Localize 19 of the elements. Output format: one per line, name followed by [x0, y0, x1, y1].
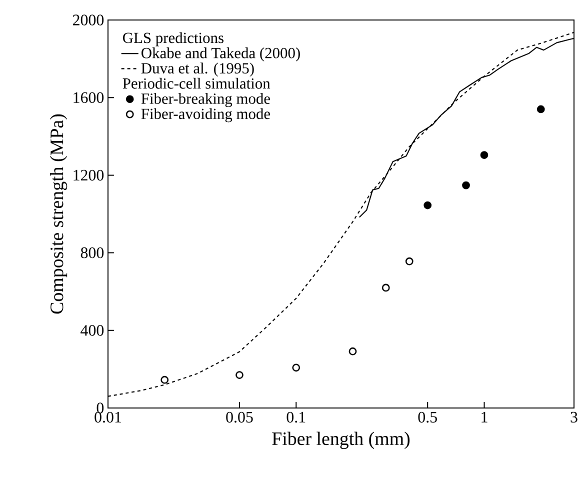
legend-label: Fiber-breaking mode [141, 93, 270, 108]
x-tick-label: 3 [570, 412, 578, 423]
annotation: Periodic-cell simulation [122, 78, 270, 89]
y-tick-label: 1200 [74, 170, 104, 181]
x-tick-label: 0.01 [94, 412, 121, 423]
x-axis-title: Fiber length (mm) [272, 432, 410, 449]
x-tick-label: 0.1 [286, 412, 306, 423]
legend-label: Okabe and Takeda (2000) [142, 47, 300, 62]
x-tick-label: 0.5 [418, 412, 437, 423]
y-tick-label: 1600 [74, 92, 104, 103]
y-tick-label: 800 [80, 247, 104, 258]
legend-label: Fiber-avoiding mode [141, 108, 270, 122]
annotation: GLS predictions [123, 32, 224, 46]
y-tick-label: 400 [80, 325, 104, 336]
y-axis-title: Composite strength (MPa) [50, 114, 68, 314]
x-tick-label: 0.05 [226, 412, 253, 423]
x-tick-label: 1 [482, 412, 488, 422]
legend-label: Duva et al. (1995) [141, 62, 254, 77]
y-tick-label: 2000 [73, 14, 104, 26]
